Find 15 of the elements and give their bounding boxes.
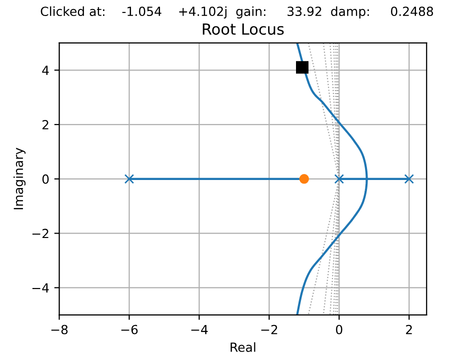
y-tick-label: 2: [42, 120, 48, 130]
x-tick-label: −2: [261, 324, 278, 334]
y-axis-title: Imaginary: [13, 148, 26, 210]
x-tick-label: −8: [51, 324, 68, 334]
y-tick-label: −2: [32, 228, 48, 238]
x-tick-label: 2: [406, 324, 412, 334]
x-tick-label: −4: [191, 324, 208, 334]
y-tick-label: −4: [32, 283, 49, 292]
y-tick-label: 4: [42, 66, 49, 75]
chart-subtitle: Clicked at: -1.054 +4.102j gain: 33.92 damp: 0.2488: [40, 6, 434, 18]
x-axis-title: Real: [230, 342, 256, 352]
chart-title: Root Locus: [202, 23, 284, 35]
x-tick-label: 0: [336, 324, 342, 334]
y-tick-label: 0: [42, 174, 49, 184]
x-tick-label: −6: [121, 324, 138, 334]
